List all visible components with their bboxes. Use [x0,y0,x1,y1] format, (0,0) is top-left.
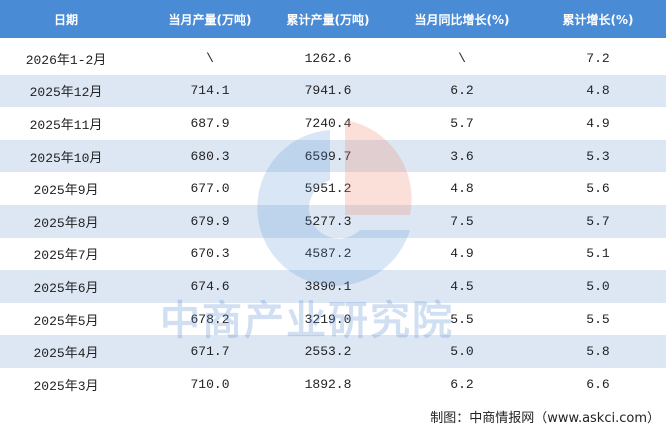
table-cell: 6599.7 [304,148,352,164]
table-cell: 2025年6月 [33,280,99,296]
table-cell: 2025年8月 [33,215,99,231]
table-cell: 6.2 [450,376,474,392]
table-cell: 5277.3 [304,213,352,229]
table-cell: 3.6 [450,148,474,164]
table-cell: 3890.1 [304,278,352,294]
table-cell: 7941.6 [304,83,352,99]
table-cell: 7240.4 [304,115,352,131]
table-cell: 7.2 [586,50,610,66]
table-cell: 2025年5月 [33,313,99,329]
table-cell: \ [458,50,466,66]
table-cell: 5.5 [450,311,474,327]
table-row: 2025年10月 680.3 6599.7 3.6 5.3 [0,139,666,173]
table-cell: 2025年10月 [29,150,103,166]
table-cell: 5.8 [586,344,610,360]
table-cell: 680.3 [190,148,230,164]
table-cell: 2025年12月 [29,85,103,101]
table-cell: 3219.0 [304,311,352,327]
table-row: 2025年4月 671.7 2553.2 5.0 5.8 [0,335,666,368]
table-cell: 2026年1-2月 [25,52,107,68]
table-row: 2025年12月 714.1 7941.6 6.2 4.8 [0,74,666,108]
header-cell: 累计产量(万吨) [286,12,370,27]
table-cell: 2553.2 [304,344,352,360]
table-cell: 2025年4月 [33,346,99,362]
table-row: 2026年1-2月 \ 1262.6 \ 7.2 [0,42,666,75]
table-cell: 4587.2 [304,246,352,262]
header-cell: 当月产量(万吨) [168,12,252,27]
table-cell: 6.2 [450,83,474,99]
table-cell: 710.0 [190,376,230,392]
table-row: 2025年7月 670.3 4587.2 4.9 5.1 [0,238,666,271]
table-cell: 4.9 [450,246,474,262]
table-cell: 677.0 [190,181,230,197]
table-cell: \ [206,50,214,66]
table-row: 2025年3月 710.0 1892.8 6.2 6.6 [0,368,666,401]
table-cell: 5.0 [450,344,474,360]
table-cell: 5.6 [586,181,610,197]
table-cell: 671.7 [190,344,230,360]
table-row: 2025年8月 679.9 5277.3 7.5 5.7 [0,205,666,238]
table-row: 2025年6月 674.6 3890.1 4.5 5.0 [0,270,666,303]
table-cell: 5.1 [586,246,610,262]
watermark-text: 中商产业研究院 [160,298,454,344]
header-cell: 日期 [53,12,78,27]
table-cell: 687.9 [190,115,230,131]
table-cell: 674.6 [190,278,230,294]
table-cell: 679.9 [190,213,230,229]
table-header: 日期 当月产量(万吨) 累计产量(万吨) 当月同比增长(%) 累计增长(%) [0,0,666,38]
table-cell: 5.7 [586,213,610,229]
table-cell: 2025年3月 [33,378,99,394]
table-row: 2025年11月 687.9 7240.4 5.7 4.9 [0,107,666,140]
table-cell: 1892.8 [304,376,352,392]
table-cell: 5.0 [586,278,610,294]
table-cell: 5.5 [586,311,610,327]
header-cell: 累计增长(%) [562,12,634,27]
table-cell: 4.8 [450,181,474,197]
footer: 制图：中商情报网（www.askci.com） [430,411,660,426]
table-cell: 2025年11月 [29,117,103,133]
table-cell: 670.3 [190,246,230,262]
table-cell: 2025年7月 [33,248,99,264]
table-cell: 5951.2 [304,181,352,197]
table-cell: 4.9 [586,115,610,131]
table-cell: 714.1 [190,83,230,99]
table-row: 2025年5月 678.2 3219.0 5.5 5.5 [0,303,666,336]
table-cell: 5.3 [586,148,610,164]
table-cell: 1262.6 [304,50,352,66]
header-cell: 当月同比增长(%) [414,12,510,27]
table-cell: 5.7 [450,115,474,131]
table-cell: 678.2 [190,311,230,327]
table-cell: 4.8 [586,83,610,99]
table-cell: 7.5 [450,213,474,229]
table-cell: 4.5 [450,278,474,294]
table-row: 2025年9月 677.0 5951.2 4.8 5.6 [0,172,666,205]
table-cell: 2025年9月 [33,183,99,199]
table-cell: 6.6 [586,376,610,392]
